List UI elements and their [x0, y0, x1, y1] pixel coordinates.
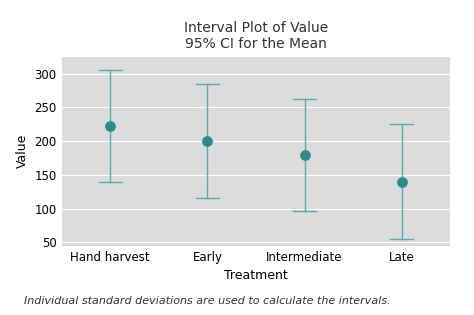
Point [203, 139, 211, 144]
Point [106, 124, 114, 129]
X-axis label: Treatment: Treatment [224, 269, 288, 282]
Point [301, 152, 308, 157]
Title: Interval Plot of Value
95% CI for the Mean: Interval Plot of Value 95% CI for the Me… [184, 21, 328, 51]
Text: Individual standard deviations are used to calculate the intervals.: Individual standard deviations are used … [24, 295, 390, 306]
Y-axis label: Value: Value [16, 134, 29, 169]
Point [398, 179, 405, 184]
